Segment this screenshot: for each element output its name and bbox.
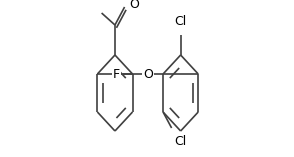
- Text: Cl: Cl: [174, 135, 186, 148]
- Text: F: F: [113, 68, 120, 81]
- Text: Cl: Cl: [175, 15, 187, 28]
- Text: O: O: [143, 68, 153, 81]
- Text: O: O: [129, 0, 139, 11]
